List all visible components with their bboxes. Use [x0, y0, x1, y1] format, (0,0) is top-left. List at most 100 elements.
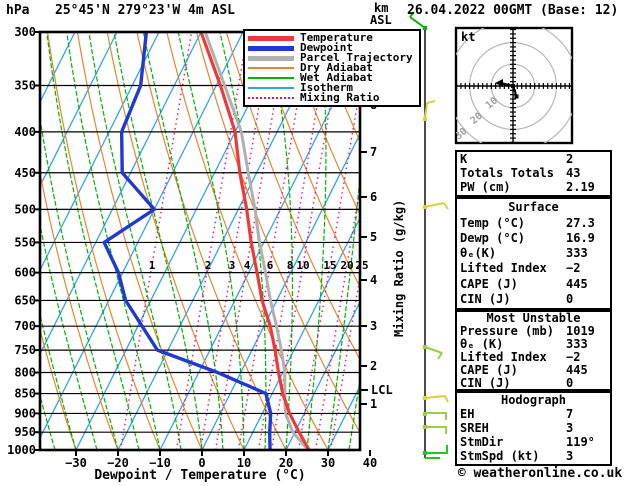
pressure-axis-unit: hPa	[6, 3, 30, 18]
legend-label: Temperature	[300, 31, 373, 44]
wet-adiabat-line	[40, 393, 56, 450]
pressure-tick-label: 350	[14, 79, 36, 93]
hodograph-origin-dot	[511, 84, 515, 88]
stats-table: K 2 Totals Totals 43 PW (cm) 2.19	[455, 150, 612, 197]
mixing-ratio-value-label: 2	[205, 259, 212, 272]
pressure-tick-label: 700	[14, 319, 36, 333]
table-row: EH 7	[460, 408, 607, 421]
table-row: Lifted Index −2	[460, 262, 607, 275]
table-row-value: 119°	[566, 435, 595, 449]
legend-label: Dry Adiabat	[300, 61, 373, 74]
run-date-title: 26.04.2022 00GMT (Base: 12)	[407, 3, 619, 18]
legend-swatch-thick	[248, 35, 294, 41]
wind-barb	[426, 100, 436, 104]
stats-table-most-unstable: Most Unstable Pressure (mb) 1019 θₑ (K) 333 L…	[455, 310, 612, 391]
mixing-ratio-value-label: 4	[244, 259, 251, 272]
table-row: Totals Totals 43	[460, 167, 607, 180]
legend-item: Wet Adiabat	[248, 71, 416, 84]
table-row-value: 27.3	[566, 215, 595, 230]
table-row-label: θₑ(K)	[460, 246, 497, 260]
temperature-tick-label: 40	[363, 456, 377, 470]
stats-table-surface: Surface Temp (°C) 27.3 Dewp (°C) 16.9 θₑ(K) 33…	[455, 197, 612, 310]
legend-label: Isotherm	[300, 81, 353, 94]
temperature-tick-label: 10	[237, 456, 251, 470]
temperature-tick-label: −20	[107, 456, 129, 470]
table-row-label: K	[460, 152, 468, 166]
mixing-ratio-value-label: 15	[323, 259, 336, 272]
table-row-value: 445	[566, 363, 588, 377]
mixing-ratio-line	[214, 32, 288, 450]
table-title: Hodograph	[500, 393, 567, 407]
table-row-value: 0	[566, 291, 574, 306]
station-title: 25°45'N 279°23'W 4m ASL	[55, 3, 236, 18]
mixing-ratio-line	[119, 32, 193, 450]
wind-barb	[444, 395, 449, 403]
altitude-axis-unit-km: km	[374, 1, 389, 15]
mixing-ratio-value-label: 1	[149, 259, 156, 272]
table-row-label: Totals Totals	[460, 166, 554, 180]
legend-box: Temperature Dewpoint Parcel Trajectory Dry …	[243, 29, 421, 107]
legend-swatch-thick	[248, 45, 294, 51]
wet-adiabat-line	[348, 375, 360, 450]
legend-item: Mixing Ratio	[248, 91, 416, 104]
mixing-ratio-line	[257, 32, 331, 450]
table-row: CIN (J) 0	[460, 377, 607, 390]
wind-barb	[424, 102, 428, 120]
mixing-ratio-axis-label: Mixing Ratio (g/kg)	[392, 199, 406, 337]
table-row-label: θₑ (K)	[460, 337, 504, 351]
mixing-ratio-line	[237, 32, 311, 450]
table-row: Pressure (mb) 1019	[460, 325, 607, 338]
altitude-axis-unit-asl: ASL	[370, 13, 392, 27]
legend-swatch-thin	[248, 67, 294, 69]
temperature-curve	[199, 32, 311, 450]
hodograph-unit-label: kt	[461, 30, 476, 44]
pressure-tick-label: 650	[14, 293, 36, 307]
table-row-value: 333	[566, 337, 588, 351]
parcel-trajectory-curve	[203, 32, 310, 450]
mixing-ratio-line	[297, 84, 360, 450]
temperature-axis-label: Dewpoint / Temperature (°C)	[94, 468, 306, 483]
pressure-tick-label: 550	[14, 235, 36, 249]
legend-item: Dry Adiabat	[248, 61, 416, 74]
plot-frame-and-ticks: 3003504004505005506006507007508008509009…	[7, 25, 377, 470]
table-row-label: Dewp (°C)	[460, 230, 526, 245]
pressure-tick-label: 450	[14, 166, 36, 180]
pressure-tick-label: 750	[14, 343, 36, 357]
km-tick-label: 7	[370, 145, 377, 159]
mixing-ratio-value-label: 20	[340, 259, 353, 272]
table-row: StmSpd (kt) 3	[460, 450, 607, 463]
table-row-label: StmDir	[460, 435, 504, 449]
wind-barb	[424, 346, 443, 354]
isotherm-line	[40, 32, 118, 188]
wind-barb	[437, 352, 443, 360]
mixing-ratio-value-label: 6	[267, 259, 274, 272]
table-row-value: 445	[566, 276, 588, 291]
table-row: CIN (J) 0	[460, 291, 607, 306]
wet-adiabat-line	[88, 32, 182, 450]
mixing-ratio-value-label: 3	[229, 259, 236, 272]
table-row: CAPE (J) 445	[460, 276, 607, 291]
mixing-ratio-line	[175, 32, 249, 450]
plot-border	[38, 30, 362, 452]
legend-label: Mixing Ratio	[300, 91, 380, 104]
legend-label: Parcel Trajectory	[300, 51, 413, 64]
dry-adiabat-line	[285, 32, 360, 216]
km-tick-label: 1	[370, 397, 377, 411]
legend-swatch-thick	[248, 55, 294, 61]
temperature-tick-label: −30	[65, 456, 87, 470]
table-row-label: Temp (°C)	[460, 215, 526, 230]
pressure-tick-label: 600	[14, 266, 36, 280]
pressure-tick-label: 500	[14, 202, 36, 216]
legend-item: Parcel Trajectory	[248, 51, 416, 64]
table-row-value: 3	[566, 421, 574, 435]
wind-barb	[425, 426, 447, 434]
table-row-label: SREH	[460, 421, 489, 435]
legend-label: Wet Adiabat	[300, 71, 373, 84]
mixing-ratio-value-label: 8	[287, 259, 294, 272]
km-tick-label: 4	[370, 273, 377, 287]
legend-swatch-thin	[248, 87, 294, 89]
table-row-value: −2	[566, 261, 581, 276]
